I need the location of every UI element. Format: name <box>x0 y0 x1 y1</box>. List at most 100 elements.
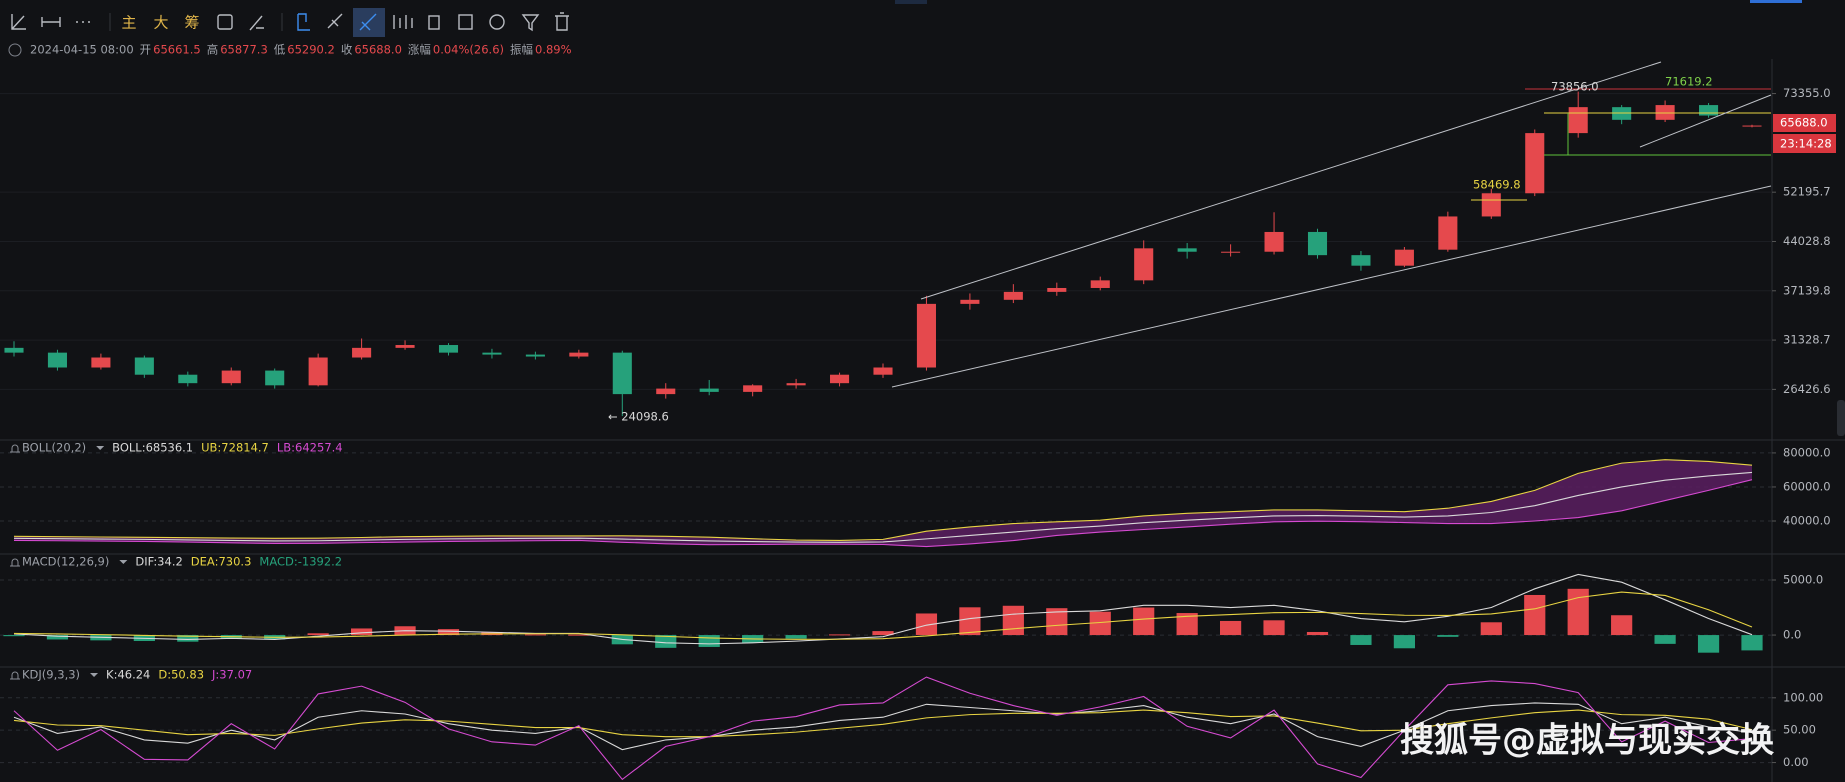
tool-icon[interactable] <box>458 14 473 30</box>
histogram-bar <box>915 613 938 636</box>
candle-body <box>1655 105 1675 120</box>
candle-body <box>1221 251 1241 253</box>
bell-icon <box>10 558 20 567</box>
annotation: ← 24098.6 <box>608 410 669 424</box>
legend-entry: DEA:730.3 <box>191 555 252 569</box>
histogram-bar <box>1350 635 1372 645</box>
y-tick-label: 26426.6 <box>1783 382 1831 396</box>
candle-body <box>699 388 719 392</box>
legend-entry: DIF:34.2 <box>135 555 182 569</box>
bar-time: 2024-04-15 08:00 <box>30 43 134 57</box>
tool-icon[interactable] <box>41 17 61 27</box>
candle-body <box>47 352 67 368</box>
candle-body <box>612 352 632 395</box>
tool-icon[interactable] <box>11 14 26 30</box>
toolbar: 主 大 筹 <box>11 0 1802 37</box>
info-items: 开 65661.5 高 65877.3 低 65290.2 收 65688.0 涨幅 0.04%(… <box>140 43 572 57</box>
tool-icon[interactable] <box>521 14 540 32</box>
tool-icon[interactable] <box>249 15 264 31</box>
histogram-bar <box>1002 605 1024 636</box>
histogram-bar <box>1220 620 1242 636</box>
indicator-line <box>13 709 1753 738</box>
info-label: 高 <box>207 43 219 57</box>
candle-body <box>525 354 545 357</box>
y-tick-label: 80000.0 <box>1783 445 1831 459</box>
legend-entry: LB:64257.4 <box>277 441 343 455</box>
candle-body <box>352 347 372 358</box>
candle-body <box>1351 255 1371 266</box>
candle-body <box>308 357 328 386</box>
tool-icon[interactable] <box>555 12 569 31</box>
tool-icon[interactable] <box>489 14 505 30</box>
histogram-bar <box>351 628 373 636</box>
plots: 73355.0 52195.7 44028.8 37139.8 31328.7 26426… <box>0 86 1831 781</box>
candle-body <box>656 388 676 395</box>
histogram-bar <box>828 634 851 636</box>
candle-body <box>438 345 459 353</box>
tool-icon[interactable] <box>359 13 377 31</box>
dropdown <box>96 446 105 450</box>
drawings <box>891 61 1772 388</box>
tool-icon[interactable] <box>393 15 413 29</box>
histogram-bar <box>1437 635 1459 637</box>
band-line <box>13 459 1753 541</box>
candle-body <box>91 357 111 368</box>
y-tick-label: 50.00 <box>1783 723 1816 737</box>
tool-icon[interactable] <box>428 15 440 30</box>
candle-body <box>1481 193 1501 217</box>
tool-icon[interactable] <box>297 13 310 31</box>
y-tick-label: 44028.8 <box>1783 234 1831 248</box>
y-tick-label: 73355.0 <box>1783 86 1831 100</box>
collapse-icon[interactable] <box>8 43 22 57</box>
histogram-bar <box>785 635 807 639</box>
toolbar-button[interactable]: 主 <box>121 14 136 32</box>
tool-icon[interactable] <box>327 13 343 29</box>
info-value: 65661.5 <box>153 43 201 57</box>
dropdown <box>119 560 128 564</box>
y-tick-label: 40000.0 <box>1783 514 1831 528</box>
side-handle[interactable] <box>1837 400 1845 436</box>
y-tick-label: 52195.7 <box>1783 185 1831 199</box>
tool-icon[interactable] <box>217 14 233 30</box>
candle-body <box>830 374 850 384</box>
countdown-text: 23:14:28 <box>1780 137 1832 151</box>
histogram-bar <box>1133 607 1155 636</box>
histogram-bar <box>1524 594 1546 636</box>
histogram-bar <box>1741 635 1763 651</box>
indicator-line <box>13 702 1753 751</box>
candle-body <box>1003 291 1023 300</box>
candle-body <box>1090 280 1110 288</box>
histogram-bar <box>524 634 546 636</box>
tab-marker <box>1750 0 1802 3</box>
histogram-bar <box>1176 613 1198 636</box>
histogram-bar <box>437 629 460 636</box>
bell-icon <box>10 444 20 453</box>
indicator-name: KDJ(9,3,3) <box>22 668 80 682</box>
indicator-line <box>13 591 1753 640</box>
legend-entry: UB:72814.7 <box>201 441 269 455</box>
info-value: 65877.3 <box>220 43 268 57</box>
candle-body <box>265 370 285 386</box>
histogram-bar <box>177 635 199 642</box>
candle-body <box>916 303 936 368</box>
toolbar-button[interactable]: 筹 <box>184 14 199 32</box>
toolbar-button[interactable]: 大 <box>153 14 168 32</box>
histogram-bar <box>655 635 677 648</box>
countdown-tag <box>1773 134 1836 153</box>
candle-body <box>873 367 893 375</box>
histogram-bar <box>1089 611 1111 636</box>
legend-entry: K:46.24 <box>106 668 150 682</box>
info-label: 振幅 <box>510 43 533 57</box>
info-value: 65688.0 <box>354 43 402 57</box>
candle-body <box>960 299 980 304</box>
candle-body <box>1264 231 1284 252</box>
histogram-bar <box>46 635 69 640</box>
tool-active[interactable] <box>353 8 385 37</box>
candle-body <box>482 352 502 355</box>
y-tick-label: 31328.7 <box>1783 333 1831 347</box>
histogram-bar <box>1480 622 1502 636</box>
annotation: 58469.8 <box>1473 178 1521 192</box>
dropdown <box>90 673 99 677</box>
histogram-bar <box>1567 588 1589 636</box>
